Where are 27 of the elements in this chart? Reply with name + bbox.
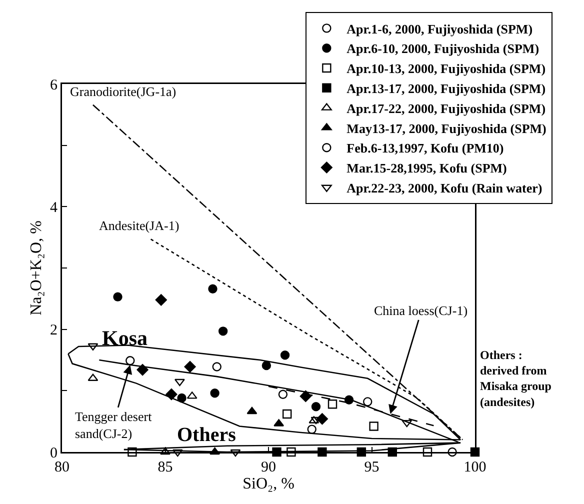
legend-label: Mar.15-28,1995, Kofu (SPM) xyxy=(346,160,507,176)
y-tick-label: 6 xyxy=(50,77,58,94)
x-tick-label: 90 xyxy=(261,460,276,476)
x-tick-label: 85 xyxy=(158,460,173,476)
legend-label: Apr.10-13, 2000, Fujiyoshida (SPM) xyxy=(346,61,546,76)
legend-label: Apr.1-6, 2000, Fujiyoshida (SPM) xyxy=(346,21,533,36)
y-tick-label: 4 xyxy=(50,200,58,216)
y-axis-title: Na₂O+K₂O, % xyxy=(28,220,46,316)
series-label: Andesite(JA-1) xyxy=(99,218,180,233)
annotation: Tengger desert sand(CJ-2) xyxy=(75,409,152,441)
text: Others : derived from Misaka group (andesites) xyxy=(480,348,552,409)
legend-label: Feb.6-13,1997, Kofu (PM10) xyxy=(346,140,504,156)
legend-label: Apr.13-17, 2000, Fujiyoshida (SPM) xyxy=(346,80,546,96)
legend-label: Apr.22-23, 2000, Kofu (Rain water) xyxy=(346,180,542,196)
annotation: Kosa xyxy=(102,326,148,350)
legend-label: Apr.17-22, 2000, Fujiyoshida (SPM) xyxy=(346,100,546,116)
series-label: Granodiorite(JG-1a) xyxy=(70,84,176,99)
x-tick-label: 95 xyxy=(364,460,380,476)
x-axis-title: SiO₂, % xyxy=(242,476,294,492)
legend-label: Apr.6-10, 2000, Fujiyoshida (SPM) xyxy=(346,41,540,56)
x-tick-label: 100 xyxy=(464,460,486,476)
annotation: Others xyxy=(177,424,236,446)
x-tick-label: 80 xyxy=(54,460,70,476)
y-tick-label: 2 xyxy=(50,322,58,339)
legend-label: May13-17, 2000, Fujiyoshida (SPM) xyxy=(346,120,546,136)
annotation: China loess(CJ-1) xyxy=(374,303,468,318)
y-tick-label: 0 xyxy=(50,445,58,462)
